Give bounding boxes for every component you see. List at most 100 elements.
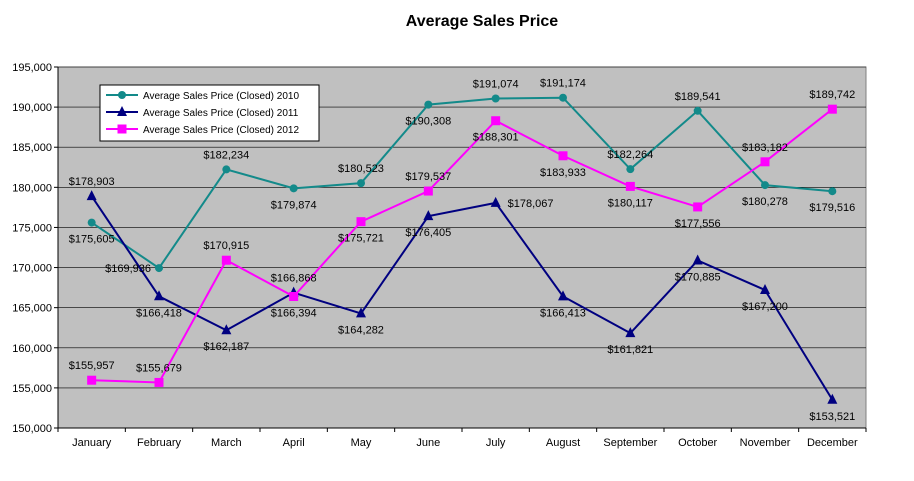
data-point <box>357 179 365 188</box>
x-tick-label: August <box>546 437 580 449</box>
legend-item-3: Average Sales Price (Closed) 2012 <box>106 124 299 136</box>
data-point <box>154 377 164 387</box>
data-label: $178,067 <box>508 198 554 210</box>
data-label: $183,933 <box>540 167 586 179</box>
x-tick-label: February <box>137 437 182 449</box>
data-label: $183,182 <box>742 142 788 154</box>
data-label: $170,885 <box>675 271 721 283</box>
x-tick-label: November <box>740 437 791 449</box>
y-tick-label: 185,000 <box>12 142 52 154</box>
x-tick-label: July <box>486 437 506 449</box>
x-tick-label: September <box>603 437 657 449</box>
series-1 <box>87 93 837 273</box>
legend-label: Average Sales Price (Closed) 2011 <box>143 108 299 119</box>
data-label: $178,903 <box>69 176 115 188</box>
legend-marker <box>118 91 126 99</box>
data-label: $170,915 <box>203 240 249 252</box>
x-tick-label: March <box>211 437 242 449</box>
x-tick-label: January <box>72 437 112 449</box>
x-tick-label: May <box>351 437 372 449</box>
legend: Average Sales Price (Closed) 2010 Average… <box>99 84 320 142</box>
y-tick-label: 180,000 <box>12 182 52 194</box>
data-label: $169,936 <box>105 263 151 275</box>
data-point <box>87 218 96 227</box>
data-point <box>289 184 298 193</box>
data-label: $191,074 <box>473 78 519 90</box>
data-point <box>625 327 636 338</box>
data-label: $179,874 <box>271 199 317 211</box>
data-label: $166,868 <box>271 273 317 285</box>
data-point <box>87 375 97 385</box>
data-label: $191,174 <box>540 78 586 90</box>
data-label: $153,521 <box>809 411 855 423</box>
series-line <box>91 108 833 384</box>
data-point <box>490 196 501 207</box>
data-label: $189,541 <box>675 91 721 103</box>
data-label: $155,957 <box>69 360 115 372</box>
y-axis: 150,000 155,000 160,000 165,000 170,000 175,0… <box>12 62 59 435</box>
series-line <box>91 96 833 270</box>
legend-label: Average Sales Price (Closed) 2012 <box>143 125 299 136</box>
data-point <box>424 100 433 109</box>
data-label: $180,117 <box>608 197 653 209</box>
data-label: $180,278 <box>742 196 788 208</box>
data-point <box>693 202 703 212</box>
data-label: $167,200 <box>742 301 788 313</box>
chart-title: Average Sales Price <box>406 13 559 30</box>
data-label: $162,187 <box>203 341 249 353</box>
data-label: $175,605 <box>69 234 115 246</box>
data-point <box>289 291 299 301</box>
data-point <box>828 187 837 196</box>
legend-marker <box>117 106 127 116</box>
series-3 <box>87 104 837 387</box>
y-tick-label: 195,000 <box>12 62 52 74</box>
data-label: $190,308 <box>405 116 451 128</box>
data-label: $161,821 <box>607 344 653 356</box>
data-label: $166,418 <box>136 307 182 319</box>
x-tick-label: April <box>283 437 305 449</box>
x-tick-label: June <box>416 437 440 449</box>
data-label: $179,516 <box>809 202 855 214</box>
data-point <box>221 324 232 335</box>
y-tick-label: 170,000 <box>12 263 52 275</box>
data-label: $164,282 <box>338 324 384 336</box>
series-group <box>86 93 838 404</box>
data-label: $166,394 <box>271 307 317 319</box>
data-point <box>356 217 366 227</box>
y-tick-label: 175,000 <box>12 222 52 234</box>
data-label: $182,264 <box>607 149 653 161</box>
data-label: $180,523 <box>338 163 384 175</box>
data-label: $155,679 <box>136 362 182 374</box>
data-point <box>155 264 163 273</box>
data-label: $176,405 <box>405 227 451 239</box>
data-point <box>222 165 231 174</box>
data-point <box>626 165 635 174</box>
data-point <box>761 181 769 190</box>
x-axis: January February March April May June July Augu… <box>57 427 867 449</box>
y-tick-label: 165,000 <box>12 303 52 315</box>
data-label: $166,413 <box>540 307 586 319</box>
data-point <box>491 94 500 103</box>
data-label: $189,742 <box>809 89 855 101</box>
data-point <box>423 186 433 196</box>
legend-label: Average Sales Price (Closed) 2010 <box>143 91 299 102</box>
data-point <box>491 116 501 126</box>
data-point <box>625 181 635 191</box>
data-label: $175,721 <box>338 233 384 245</box>
data-point <box>827 393 838 404</box>
y-tick-label: 150,000 <box>12 423 52 435</box>
legend-item-1: Average Sales Price (Closed) 2010 <box>106 91 299 102</box>
data-point <box>559 93 567 102</box>
legend-item-2: Average Sales Price (Closed) 2011 <box>106 106 299 119</box>
data-point <box>356 307 366 318</box>
data-label: $188,301 <box>473 132 519 144</box>
data-point <box>86 190 97 201</box>
x-tick-label: October <box>678 437 717 449</box>
data-label: $182,234 <box>203 149 249 161</box>
data-labels: $175,605 $169,936 $182,234 $179,874 $180,523… <box>69 78 856 423</box>
data-point <box>827 104 837 114</box>
y-tick-label: 160,000 <box>12 343 52 355</box>
series-line <box>90 195 834 401</box>
data-label: $177,556 <box>675 218 721 230</box>
